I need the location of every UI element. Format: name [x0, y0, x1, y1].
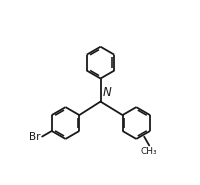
Text: N: N — [103, 86, 112, 99]
Text: Br: Br — [29, 132, 41, 142]
Text: CH₃: CH₃ — [141, 147, 158, 156]
